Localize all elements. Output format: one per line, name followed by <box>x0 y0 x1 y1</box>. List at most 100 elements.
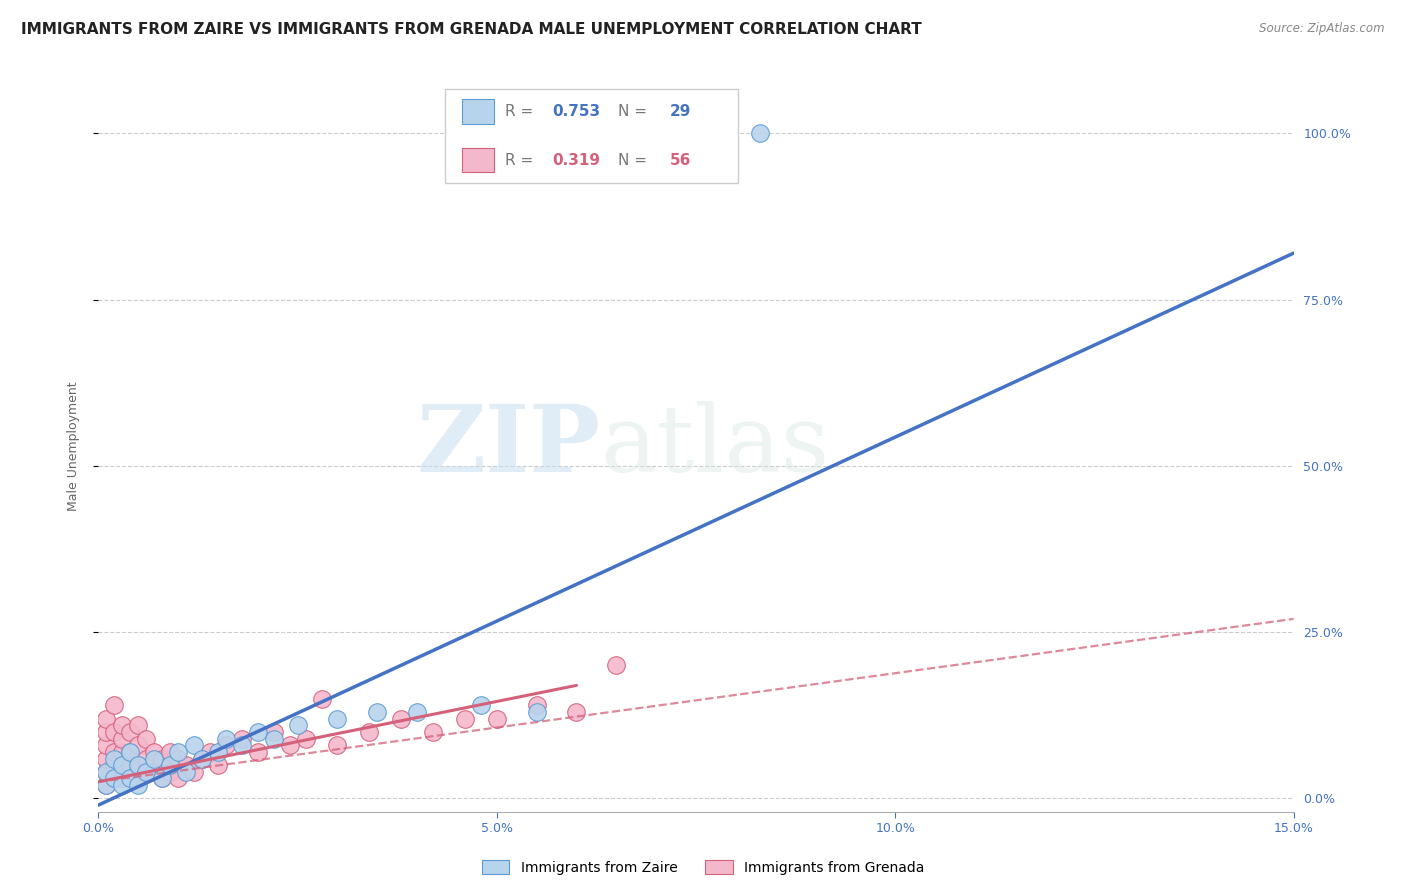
Text: 0.753: 0.753 <box>553 104 600 120</box>
Point <box>111 778 134 792</box>
Text: 0.319: 0.319 <box>553 153 600 168</box>
Point <box>127 758 149 772</box>
Text: 56: 56 <box>669 153 692 168</box>
Point <box>159 764 181 779</box>
Point <box>526 698 548 713</box>
Point <box>326 712 349 726</box>
Text: 29: 29 <box>669 104 692 120</box>
Point <box>422 725 444 739</box>
FancyBboxPatch shape <box>461 147 494 172</box>
Point <box>311 691 333 706</box>
Text: R =: R = <box>505 153 538 168</box>
Point <box>565 705 588 719</box>
FancyBboxPatch shape <box>461 99 494 124</box>
Point <box>127 738 149 752</box>
Point <box>406 705 429 719</box>
Point <box>127 778 149 792</box>
Text: N =: N = <box>619 104 652 120</box>
Point <box>215 738 238 752</box>
Point <box>183 764 205 779</box>
Point <box>103 698 125 713</box>
Point <box>167 745 190 759</box>
Point <box>103 772 125 786</box>
Point <box>231 731 253 746</box>
Point <box>111 731 134 746</box>
Point <box>103 772 125 786</box>
Point <box>167 772 190 786</box>
Point <box>174 764 197 779</box>
Text: N =: N = <box>619 153 652 168</box>
FancyBboxPatch shape <box>446 89 738 183</box>
Point <box>748 127 770 141</box>
Point <box>191 751 214 765</box>
Point <box>191 751 214 765</box>
Point <box>135 751 157 765</box>
Point <box>143 745 166 759</box>
Point <box>103 758 125 772</box>
Point <box>287 718 309 732</box>
Point <box>127 758 149 772</box>
Point <box>135 764 157 779</box>
Point <box>135 731 157 746</box>
Point <box>359 725 381 739</box>
Point <box>111 758 134 772</box>
Point <box>605 658 627 673</box>
Point <box>159 758 181 772</box>
Point <box>111 718 134 732</box>
Point <box>96 778 118 792</box>
Point <box>215 731 238 746</box>
Point <box>135 764 157 779</box>
Point <box>207 745 229 759</box>
Point <box>111 745 134 759</box>
Point <box>159 745 181 759</box>
Point <box>263 725 285 739</box>
Point <box>143 764 166 779</box>
Text: R =: R = <box>505 104 538 120</box>
Point <box>246 745 269 759</box>
Point <box>150 772 173 786</box>
Text: IMMIGRANTS FROM ZAIRE VS IMMIGRANTS FROM GRENADA MALE UNEMPLOYMENT CORRELATION C: IMMIGRANTS FROM ZAIRE VS IMMIGRANTS FROM… <box>21 22 922 37</box>
Point <box>120 758 142 772</box>
Point <box>96 778 118 792</box>
Point <box>263 731 285 746</box>
Point <box>485 712 508 726</box>
Point <box>120 725 142 739</box>
Y-axis label: Male Unemployment: Male Unemployment <box>67 381 80 511</box>
Point <box>526 705 548 719</box>
Point <box>96 764 118 779</box>
Point <box>150 772 173 786</box>
Point <box>103 751 125 765</box>
Text: atlas: atlas <box>600 401 830 491</box>
Point <box>96 764 118 779</box>
Point <box>111 758 134 772</box>
Point <box>127 772 149 786</box>
Point <box>120 772 142 786</box>
Point <box>103 745 125 759</box>
Point <box>294 731 316 746</box>
Point <box>278 738 301 752</box>
Point <box>366 705 388 719</box>
Point <box>143 751 166 765</box>
Point <box>96 738 118 752</box>
Point <box>120 745 142 759</box>
Point <box>96 712 118 726</box>
Point <box>231 738 253 752</box>
Point <box>174 758 197 772</box>
Point <box>96 725 118 739</box>
Point <box>326 738 349 752</box>
Point <box>207 758 229 772</box>
Point <box>127 718 149 732</box>
Legend: Immigrants from Zaire, Immigrants from Grenada: Immigrants from Zaire, Immigrants from G… <box>477 855 929 880</box>
Point <box>111 772 134 786</box>
Point <box>96 751 118 765</box>
Point <box>183 738 205 752</box>
Point <box>120 745 142 759</box>
Point <box>150 751 173 765</box>
Text: Source: ZipAtlas.com: Source: ZipAtlas.com <box>1260 22 1385 36</box>
Point <box>120 772 142 786</box>
Point <box>246 725 269 739</box>
Point <box>470 698 492 713</box>
Point <box>198 745 221 759</box>
Point <box>454 712 477 726</box>
Point <box>103 725 125 739</box>
